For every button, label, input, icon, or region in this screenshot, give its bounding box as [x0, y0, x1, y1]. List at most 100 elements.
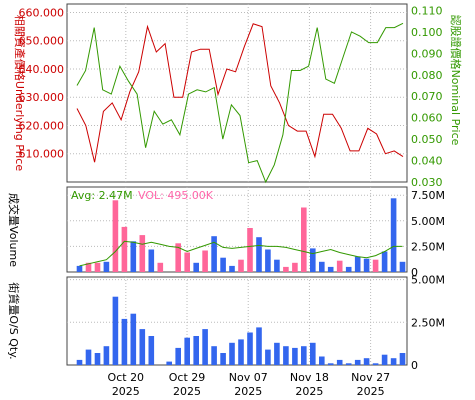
- os-qty-bars: [76, 296, 406, 365]
- volume-panel-frame: [66, 186, 408, 273]
- volume-bar: [130, 241, 137, 272]
- right-tick-label: 0.030: [411, 176, 443, 189]
- volume-tick-label: 5.00M: [411, 215, 445, 228]
- left-tick-label: 660.000: [19, 6, 65, 19]
- os-qty-bar: [229, 342, 235, 365]
- volume-bar: [292, 262, 298, 272]
- volume-bar: [363, 258, 370, 272]
- left-tick-label: 650.000: [19, 35, 65, 48]
- left-tick-label: 620.000: [19, 119, 65, 132]
- left-tick-label: 610.000: [19, 148, 65, 161]
- volume-bar: [354, 256, 361, 272]
- x-tick-date-label: Nov 18: [290, 371, 329, 384]
- volume-bar: [247, 228, 253, 272]
- os-qty-bar: [256, 327, 262, 365]
- right-tick-label: 0.110: [411, 4, 443, 17]
- os-qty-bar: [274, 342, 280, 365]
- volume-bar: [345, 266, 352, 272]
- os-qty-bar: [381, 354, 388, 365]
- os-qty-bar: [220, 353, 226, 365]
- volume-axis-label: 成交量Volume: [7, 193, 21, 267]
- volume-bar: [238, 259, 244, 272]
- volume-avg-label: Avg: 2.47M: [71, 189, 133, 202]
- volume-tick-label: 2.50M: [411, 240, 445, 253]
- volume-tick-label: 7.50M: [411, 189, 445, 202]
- os-qty-bar: [372, 363, 379, 365]
- os-qty-bar: [399, 353, 406, 365]
- right-tick-label: 0.060: [411, 112, 443, 125]
- os-tick-label: 0: [411, 359, 418, 372]
- os-qty-bar: [193, 336, 199, 365]
- os-qty-bar: [319, 356, 325, 365]
- os-qty-bar: [292, 347, 298, 365]
- volume-bar: [390, 198, 397, 272]
- volume-bar: [265, 249, 271, 272]
- os-qty-bar: [112, 296, 119, 365]
- volume-bar: [220, 257, 226, 272]
- os-qty-bar: [166, 361, 172, 365]
- volume-bar: [184, 252, 190, 272]
- os-qty-bar: [148, 336, 155, 365]
- volume-bar: [274, 259, 280, 272]
- os-qty-axis-label: 街貨量O/S Qty.: [7, 282, 21, 359]
- underlying-price-line: [76, 23, 404, 163]
- volume-bar: [283, 266, 289, 272]
- volume-bar: [175, 243, 181, 272]
- volume-bar: [148, 249, 155, 272]
- volume-average-line: [79, 240, 403, 267]
- os-qty-bar: [130, 313, 137, 365]
- os-tick-label: 2.50M: [411, 316, 445, 329]
- axis-ticks: 660.000 650.000 640.000 630.000 620.000 610.0…: [19, 4, 445, 398]
- x-tick-year-label: 2025: [234, 385, 262, 398]
- x-tick-year-label: 2025: [112, 385, 140, 398]
- os-qty-bar: [238, 339, 244, 365]
- volume-bar: [327, 266, 334, 272]
- volume-bar: [157, 262, 164, 272]
- volume-bar: [121, 226, 128, 272]
- os-tick-label: 5.00M: [411, 274, 445, 287]
- volume-bar: [193, 262, 199, 272]
- os-qty-bar: [301, 346, 307, 365]
- volume-bar: [319, 261, 325, 272]
- x-tick-year-label: 2025: [357, 385, 385, 398]
- x-tick-year-label: 2025: [173, 385, 201, 398]
- volume-bar: [94, 262, 101, 272]
- nominal-price-axis-label: 認股證價格Nominal Price: [449, 15, 463, 146]
- volume-bar: [229, 265, 235, 272]
- volume-bar: [310, 248, 316, 272]
- volume-bar: [399, 261, 406, 272]
- os-qty-bar: [211, 346, 217, 365]
- os-qty-bar: [310, 342, 316, 365]
- right-tick-label: 0.040: [411, 155, 443, 168]
- volume-bar: [336, 260, 343, 272]
- right-tick-label: 0.070: [411, 90, 443, 103]
- volume-bar: [211, 236, 217, 272]
- os-qty-bar: [327, 363, 334, 365]
- os-qty-bar: [139, 329, 146, 365]
- os-qty-bar: [94, 353, 101, 365]
- volume-bar: [85, 262, 92, 272]
- volume-bar: [381, 251, 388, 272]
- x-tick-date-label: Oct 20: [108, 371, 145, 384]
- os-qty-bar: [121, 318, 128, 365]
- price-lines: [76, 22, 404, 267]
- x-tick-date-label: Oct 29: [169, 371, 206, 384]
- os-qty-bar: [202, 329, 208, 365]
- left-tick-label: 640.000: [19, 63, 65, 76]
- os-qty-bar: [85, 349, 92, 365]
- x-tick-year-label: 2025: [295, 385, 323, 398]
- os-qty-bar: [336, 359, 343, 365]
- os-qty-bar: [76, 359, 83, 365]
- right-tick-label: 0.090: [411, 47, 443, 60]
- os-qty-bar: [354, 359, 361, 365]
- os-qty-panel-frame: [66, 276, 408, 366]
- volume-bars: [76, 198, 406, 272]
- volume-tick-label: 0: [411, 266, 418, 279]
- os-qty-bar: [283, 346, 289, 365]
- volume-bar: [139, 235, 146, 272]
- os-qty-bar: [265, 349, 271, 365]
- os-qty-bar: [363, 358, 370, 365]
- volume-bar: [112, 200, 119, 272]
- right-tick-label: 0.100: [411, 26, 443, 39]
